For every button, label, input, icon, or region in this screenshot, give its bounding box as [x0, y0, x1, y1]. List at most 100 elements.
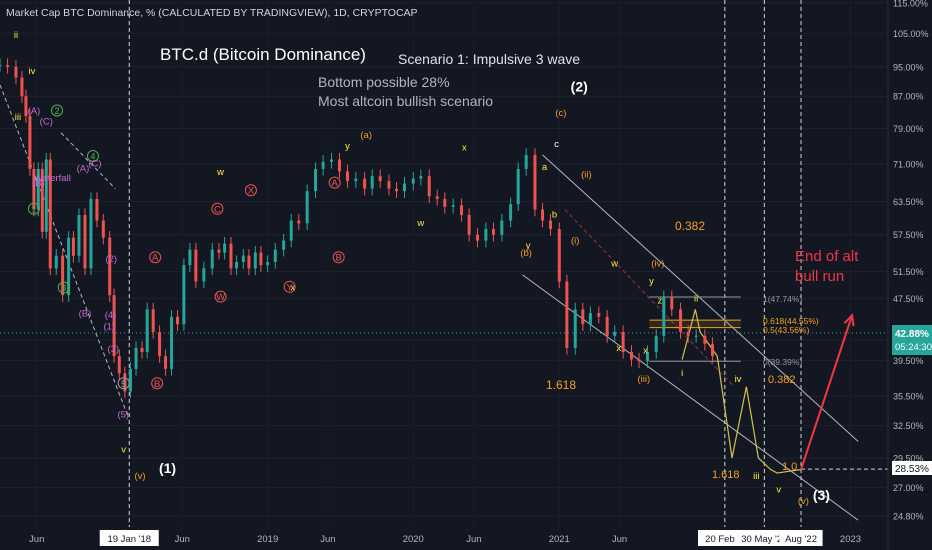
- candle-body: [108, 237, 112, 296]
- x-tick-label: Jun: [29, 534, 44, 545]
- current-price-value: 42.88%: [895, 329, 929, 340]
- candle-body: [686, 331, 690, 336]
- wave-label: x: [462, 142, 467, 153]
- candle-body: [289, 220, 293, 241]
- chart-header: Market Cap BTC Dominance, % (CALCULATED …: [6, 7, 418, 19]
- trend-line: [542, 154, 859, 442]
- price-countdown: 05:24:30: [895, 342, 932, 353]
- wave-label: (2): [571, 79, 588, 95]
- wave-label-circle: [332, 251, 345, 264]
- candle-body: [176, 316, 180, 325]
- candle-body: [117, 356, 121, 374]
- candle-body: [637, 359, 641, 362]
- candle-body: [20, 77, 24, 97]
- y-tick-label: 63.50%: [893, 197, 924, 207]
- wave-label: ii: [14, 30, 18, 41]
- candle-body: [443, 198, 447, 207]
- wave-label-circle: [27, 202, 40, 215]
- trend-line: [522, 274, 859, 521]
- wave-label: (c): [555, 108, 566, 119]
- y-tick-label: 57.50%: [893, 230, 924, 240]
- y-tick-label: 27.00%: [893, 483, 924, 493]
- candle-body: [247, 255, 251, 269]
- candle-body: [210, 249, 214, 269]
- trend-line: [0, 84, 129, 416]
- candle-body: [629, 351, 633, 360]
- fib-level-0: 0(39.39%): [763, 357, 802, 367]
- wave-label: x: [643, 346, 648, 357]
- wave-label-circle: [244, 184, 257, 197]
- wave-label: (1): [103, 322, 115, 333]
- wave-label: (ii): [581, 170, 592, 181]
- wave-label: b: [552, 210, 557, 221]
- candle-body: [621, 331, 625, 352]
- candle-body: [321, 161, 325, 169]
- candle-body: [565, 281, 569, 348]
- wave-label: w: [216, 167, 224, 178]
- candle-body: [451, 205, 455, 207]
- candle-body: [597, 313, 601, 317]
- candle-body: [427, 176, 431, 197]
- candle-body: [54, 255, 58, 269]
- candle-body: [182, 265, 186, 325]
- candle-body: [549, 220, 553, 229]
- wave-label: (5): [117, 409, 129, 420]
- trend-line: [564, 209, 735, 388]
- y-tick-label: 79.00%: [893, 124, 924, 134]
- wave-label: A: [332, 178, 339, 189]
- candle-body: [354, 178, 358, 182]
- x-tick-label: 30 May '22: [741, 534, 787, 545]
- x-tick-label: 19 Jan '18: [107, 534, 151, 545]
- drawing-layer: [0, 0, 888, 527]
- candle-body: [77, 214, 81, 256]
- candle-body: [403, 183, 407, 192]
- wave-label: (v): [134, 471, 145, 482]
- candle-body: [370, 176, 374, 189]
- candle-body: [516, 168, 520, 205]
- wave-label: c: [554, 139, 559, 150]
- candle-body: [44, 159, 48, 232]
- y-tick-label: 51.50%: [893, 267, 924, 277]
- wave-label: a: [542, 162, 548, 173]
- projection-arrow: [800, 314, 854, 470]
- wave-label: w: [416, 218, 424, 229]
- wave-label-circle: [86, 150, 99, 163]
- candle-body: [89, 198, 93, 269]
- wave-label: (1): [159, 460, 176, 476]
- candle-body: [83, 214, 87, 269]
- end-note-1: End of alt: [795, 248, 859, 265]
- fib-level-0618: 0.618(44.55%): [763, 316, 819, 326]
- wave-label: (b): [520, 248, 532, 259]
- wave-label: (3): [107, 344, 119, 355]
- candle-body: [337, 159, 341, 172]
- wave-label-circle: [328, 176, 341, 189]
- wave-label: (i): [571, 236, 579, 247]
- wave-label: X: [248, 186, 255, 197]
- wave-label: B: [154, 379, 160, 390]
- candle-body: [95, 198, 99, 221]
- wave-label: (C): [40, 116, 53, 127]
- candle-body: [524, 154, 528, 169]
- x-axis-strip: [0, 527, 888, 550]
- wave-label: iv: [28, 66, 35, 77]
- wave-label: (4): [105, 310, 117, 321]
- candle-body: [679, 309, 683, 332]
- fib-zone: [649, 320, 741, 328]
- y-tick-label: 47.50%: [893, 294, 924, 304]
- candle-body: [273, 249, 277, 263]
- candle-body: [266, 262, 270, 266]
- wave-label: 2: [54, 106, 59, 117]
- wave-label-circle: [57, 281, 70, 294]
- candle-body: [71, 237, 75, 256]
- arrow-head: [843, 313, 855, 327]
- fib-1618-label-2: 1.618: [712, 469, 740, 481]
- x-tick-label: 2021: [549, 534, 570, 545]
- candle-body: [112, 295, 116, 357]
- wave-label: iv: [735, 374, 742, 385]
- x-tick-highlight: [779, 530, 823, 546]
- wave-label: 5: [121, 379, 126, 390]
- candle-body: [613, 331, 617, 336]
